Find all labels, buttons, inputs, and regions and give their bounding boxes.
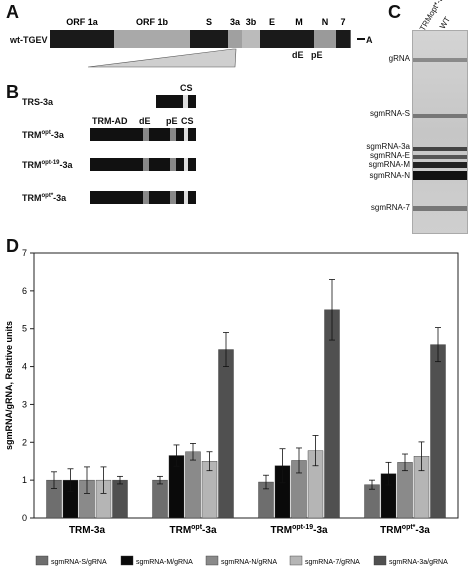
- legend-label: sgmRNA-7/gRNA: [305, 559, 360, 566]
- legend-label: sgmRNA-3a/gRNA: [389, 559, 448, 566]
- genome-segment-label: E: [268, 17, 275, 27]
- category-label: TRM-3a: [69, 525, 106, 536]
- legend-swatch: [120, 555, 134, 566]
- northern-blot: [412, 30, 468, 234]
- plot-frame: [33, 252, 459, 519]
- band-label-grna: gRNA: [388, 54, 410, 63]
- genome-segment-label: 3a: [229, 17, 240, 27]
- band-sgmrna-3a: [413, 147, 467, 151]
- panel-label-d: D: [6, 236, 19, 256]
- genome-map: ORF 1a ORF 1b S 3a 3b E M N 7: [50, 17, 360, 48]
- band-grna: [413, 58, 467, 62]
- band-sgmrna-7: [413, 206, 467, 211]
- construct-mark: [143, 158, 149, 171]
- construct-mark: [170, 128, 176, 141]
- construct-mark: [183, 95, 188, 108]
- genome-segment-7: 7: [336, 17, 351, 48]
- legend-label: sgmRNA-M/gRNA: [136, 559, 193, 566]
- category-label: TRMopt*-3a: [380, 524, 430, 536]
- y-tick-label: 3: [22, 399, 27, 409]
- construct-label-trm-opt-star: TRMopt*-3a: [22, 193, 67, 203]
- poly-a-label: A: [366, 35, 373, 45]
- legend-swatch: [289, 555, 303, 566]
- y-tick-label: 5: [22, 324, 27, 334]
- construct-mark: [143, 191, 149, 204]
- band-label-sgmrna-e: sgmRNA-E: [369, 151, 410, 160]
- construct-label-trm-opt: TRMopt-3a: [22, 130, 64, 140]
- band-sgmrna-n: [413, 171, 467, 180]
- y-tick-label: 6: [22, 286, 27, 296]
- category-label: TRMopt-3a: [169, 524, 216, 536]
- genome-segment-label: M: [295, 17, 303, 27]
- construct-mark: [184, 191, 188, 204]
- construct-label-trs-3a: TRS-3a: [22, 97, 54, 107]
- bar: [112, 479, 128, 519]
- category-label: TRMopt-19-3a: [270, 524, 328, 536]
- legend-swatch: [373, 555, 387, 566]
- zoom-wedge: [87, 48, 237, 68]
- bar: [430, 344, 446, 519]
- bar: [152, 479, 168, 519]
- construct-mark: [170, 191, 176, 204]
- construct-bar-trs-3a: [156, 95, 196, 108]
- construct-bar-trm-opt-19: [90, 158, 196, 171]
- bar: [185, 451, 201, 519]
- genome-segment-label: N: [321, 17, 329, 27]
- band-sgmrna-s: [413, 114, 467, 118]
- y-tick-label: 2: [22, 437, 27, 447]
- sublabel-pe: pE: [311, 50, 323, 60]
- panel-label-b: B: [6, 82, 19, 102]
- header-trm-ad: TRM-AD: [92, 116, 128, 126]
- band-label-sgmrna-m: sgmRNA-M: [368, 160, 410, 169]
- genome-segment-label: 7: [340, 17, 346, 27]
- band-label-sgmrna-s: sgmRNA-S: [369, 109, 410, 118]
- construct-mark: [143, 128, 149, 141]
- y-tick-label: 1: [22, 475, 27, 485]
- y-tick-label: 4: [22, 362, 27, 372]
- y-tick-label: 7: [22, 248, 27, 258]
- y-tick-label: 0: [22, 513, 27, 523]
- construct-mark: [184, 158, 188, 171]
- construct-mark: [170, 158, 176, 171]
- bar: [364, 484, 380, 519]
- poly-a-tail: [357, 38, 365, 40]
- legend-label: sgmRNA-S/gRNA: [51, 559, 107, 566]
- construct-bar-trm-opt: [90, 128, 196, 141]
- genome-segment-label: S: [205, 17, 212, 27]
- bar: [324, 309, 340, 519]
- legend-label: sgmRNA-N/gRNA: [221, 559, 277, 566]
- band-sgmrna-e: [413, 155, 467, 159]
- y-axis-label: sgmRNA/gRNA, Relative units: [4, 321, 14, 450]
- header-de: dE: [139, 116, 151, 126]
- construct-bar-trm-opt-star: [90, 191, 196, 204]
- header-cs: CS: [181, 116, 194, 126]
- band-label-sgmrna-n: sgmRNA-N: [369, 171, 410, 180]
- legend-swatch: [35, 555, 49, 566]
- band-sgmrna-m: [413, 162, 467, 168]
- band-label-sgmrna-7: sgmRNA-7: [370, 203, 410, 212]
- genome-segment-label: ORF 1a: [66, 17, 98, 27]
- cs-top-label: CS: [180, 83, 193, 93]
- band-label-sgmrna-3a: sgmRNA-3a: [366, 142, 410, 151]
- header-pe: pE: [166, 116, 178, 126]
- genome-label: wt-TGEV: [10, 35, 48, 45]
- sublabel-de: dE: [292, 50, 304, 60]
- panel-label-c: C: [388, 2, 401, 22]
- genome-segment-label: ORF 1b: [135, 17, 168, 27]
- genome-segment-label: 3b: [245, 17, 257, 27]
- legend-swatch: [205, 555, 219, 566]
- construct-mark: [184, 128, 188, 141]
- bar: [218, 349, 234, 519]
- panel-label-a: A: [6, 2, 19, 22]
- construct-label-trm-opt-19: TRMopt-19-3a: [22, 160, 73, 170]
